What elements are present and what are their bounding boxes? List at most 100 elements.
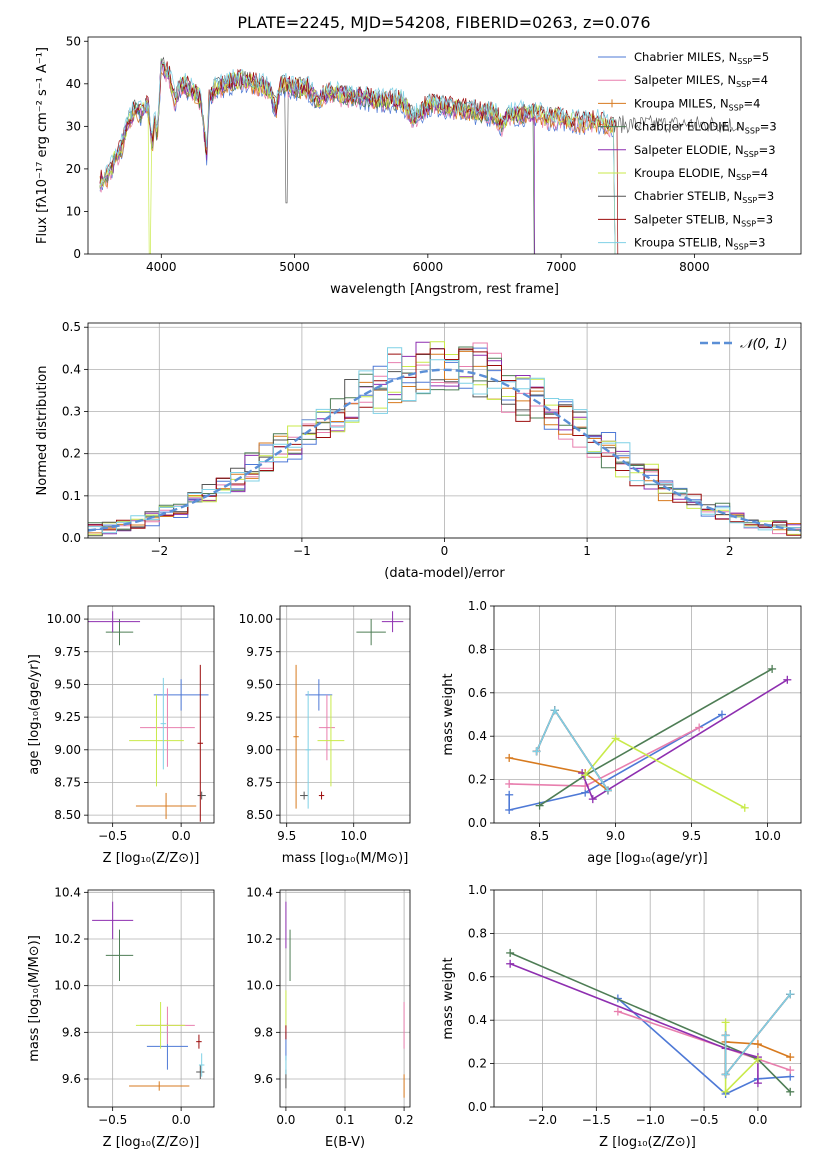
x-tick-label: 0 — [441, 544, 449, 558]
legend-value: =4 — [751, 73, 768, 87]
weight-point-marker — [753, 1040, 762, 1049]
y-tick-label: 8.75 — [54, 775, 81, 789]
weight-point-marker — [786, 990, 795, 999]
weight-point-marker — [740, 803, 749, 812]
y-axis-label: Normed distribution — [35, 366, 50, 496]
plot-area — [285, 901, 405, 1098]
y-tick-label: 1.0 — [468, 883, 487, 897]
y-tick-label: 0.0 — [62, 531, 81, 545]
x-tick-label: 10.0 — [340, 829, 367, 843]
legend-entry: Chabrier STELIB, NSSP=3 — [634, 189, 774, 205]
weight-point-marker — [721, 1087, 730, 1096]
x-tick-label: 1 — [583, 544, 591, 558]
y-tick-label: 9.25 — [54, 710, 81, 724]
legend-label: Kroupa MILES, N — [634, 96, 729, 110]
weight-point-marker — [550, 706, 559, 715]
errorbar-point — [318, 694, 335, 761]
y-tick-label: 40 — [66, 77, 81, 91]
errorbar-point — [305, 679, 333, 711]
axes-frame — [87, 889, 215, 1108]
panel-weight-vs-Z: −2.0 −1.5 −1.0 −0.5 0.0 0.0 0.2 0.4 0.6 0.8 1.0 Z [… — [441, 883, 802, 1150]
legend-entry: Salpeter MILES, NSSP=4 — [634, 73, 768, 89]
weight-point-marker — [505, 779, 514, 788]
legend-value: =3 — [760, 120, 777, 134]
legend-value: =4 — [744, 96, 761, 110]
x-tick-label: −0.5 — [98, 1113, 127, 1127]
histogram-step — [88, 346, 801, 531]
legend-subscript: SSP — [745, 127, 760, 136]
errorbar-point — [198, 1053, 205, 1077]
x-tick-label: 10.0 — [754, 829, 781, 843]
axes-frame — [87, 322, 802, 539]
errorbar-point — [381, 611, 404, 633]
legend-label: Salpeter STELIB, N — [634, 212, 741, 226]
y-tick-label: 0.4 — [468, 1013, 487, 1027]
x-axis-label: wavelength [Angstrom, rest frame] — [330, 282, 559, 297]
x-tick-label: 0.0 — [172, 1113, 191, 1127]
axes-frame — [279, 889, 411, 1108]
legend-subscript: SSP — [736, 173, 751, 182]
y-tick-label: 0.1 — [62, 489, 81, 503]
figure-title: PLATE=2245, MJD=54208, FIBERID=0263, z=0… — [237, 13, 650, 32]
legend-value: =3 — [757, 189, 774, 203]
x-tick-label: 8.5 — [530, 829, 549, 843]
plot-area — [99, 56, 742, 254]
panel-mass-vs-ebv: 0.0 0.1 0.2 9.6 9.8 10.0 10.2 10.4 E(B-V) — [246, 885, 413, 1150]
y-tick-label: 9.6 — [62, 1072, 81, 1086]
y-tick-label: 10.4 — [246, 885, 273, 899]
x-axis-label: mass [log₁₀(M/M⊙)] — [282, 851, 409, 866]
weight-point-marker — [721, 1031, 730, 1040]
legend-entry: Kroupa MILES, NSSP=4 — [634, 96, 760, 112]
y-tick-label: 9.75 — [246, 645, 273, 659]
errorbar-point — [160, 677, 167, 770]
x-tick-label: 4000 — [146, 260, 177, 274]
legend-label: Salpeter ELODIE, N — [634, 143, 744, 157]
x-axis-label: Z [log₁₀(Z/Z⊙)] — [599, 1135, 696, 1150]
errorbar-point — [317, 694, 345, 787]
errorbar-point — [318, 791, 325, 800]
legend-subscript: SSP — [736, 80, 751, 89]
weight-point-marker — [721, 1070, 730, 1079]
y-tick-label: 9.25 — [246, 710, 273, 724]
y-tick-label: 0.2 — [62, 447, 81, 461]
normal-reference-curve — [88, 368, 801, 532]
legend-label: Kroupa ELODIE, N — [634, 166, 736, 180]
legend-entry: Salpeter ELODIE, NSSP=3 — [634, 143, 776, 159]
errorbar-point — [135, 1002, 186, 1049]
y-tick-label: 9.00 — [246, 743, 273, 757]
errorbar-point — [293, 664, 299, 809]
axes-frame — [87, 605, 215, 824]
x-tick-label: −0.5 — [98, 829, 127, 843]
y-axis-label: Flux [fλ10⁻¹⁷ erg cm⁻² s⁻¹ A⁻¹] — [35, 47, 50, 244]
weight-series-line — [581, 679, 788, 801]
errorbar-point — [300, 791, 309, 800]
y-tick-label: 0.0 — [468, 1100, 487, 1114]
y-tick-label: 0.2 — [468, 773, 487, 787]
y-tick-label: 10.00 — [47, 612, 81, 626]
weight-point-marker — [506, 948, 515, 957]
weight-point-marker — [695, 723, 704, 732]
x-tick-label: −1.0 — [636, 1113, 665, 1127]
legend-subscript: SSP — [734, 243, 749, 252]
legend-value: =5 — [752, 50, 769, 64]
legend-entry: 𝒩(0, 1) — [740, 337, 787, 352]
legend-label: Chabrier MILES, N — [634, 50, 737, 64]
x-axis-label: age [log₁₀(age/yr)] — [587, 851, 708, 866]
panel-age-vs-Z: −0.5 0.0 8.50 8.75 9.00 9.25 9.50 9.75 10.00 Z [l… — [27, 605, 215, 866]
errorbar-point — [129, 1081, 190, 1091]
weight-point-marker — [768, 664, 777, 673]
weight-point-marker — [753, 1079, 762, 1088]
x-tick-label: −2.0 — [528, 1113, 557, 1127]
x-axis-label: (data-model)/error — [384, 566, 505, 581]
y-tick-label: 20 — [66, 162, 81, 176]
panel-spectrum: 4000 5000 6000 7000 8000 0 10 20 30 40 50 wavelengt… — [35, 34, 802, 297]
axes-frame — [279, 605, 411, 824]
x-tick-label: −1.5 — [582, 1113, 611, 1127]
legend-subscript: SSP — [744, 150, 759, 159]
histogram-step — [88, 341, 801, 535]
panel-weight-vs-age: 8.5 9.0 9.5 10.0 0.0 0.2 0.4 0.6 0.8 1.0 age [log₁… — [441, 599, 802, 866]
errorbar-point — [88, 611, 141, 633]
weight-point-marker — [786, 1087, 795, 1096]
y-tick-label: 9.8 — [254, 1025, 273, 1039]
x-tick-label: 5000 — [279, 260, 310, 274]
